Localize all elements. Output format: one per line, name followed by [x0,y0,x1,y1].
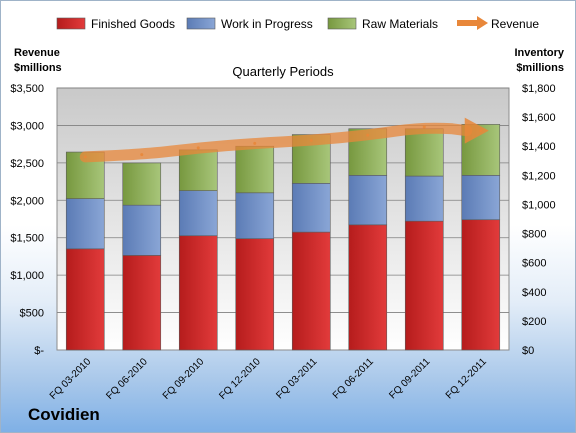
revenue-point [309,138,313,142]
x-tick-label: FQ 09-2011 [387,356,432,401]
x-tick-label: FQ 06-2010 [104,356,150,402]
bar-raw-materials [235,145,275,194]
y-tick-right: $800 [522,229,546,241]
legend-label: Work in Progress [221,17,313,31]
y-tick-left: $- [34,345,44,357]
bar-work-in-progress [178,190,218,237]
revenue-point [140,153,144,157]
y-tick-right: $1,200 [522,170,556,182]
bar-work-in-progress [404,175,444,222]
y-tick-left: $1,500 [10,233,44,245]
bar-finished-goods [235,238,275,351]
legend-arrow-head [477,16,488,30]
x-tick-label: FQ 12-2010 [217,356,263,402]
bar-work-in-progress [122,204,162,256]
bar-finished-goods [65,248,105,351]
legend-swatch-raw-materials [327,17,357,30]
y-axis-title-right: Inventory [514,47,564,59]
x-tick-label: FQ 09-2010 [161,356,207,402]
x-tick-label: FQ 03-2010 [48,356,94,402]
x-tick-label: FQ 12-2011 [444,356,489,401]
y-tick-left: $1,000 [10,270,44,282]
revenue-arrowhead [464,117,489,144]
legend-swatch-finished-goods [56,17,86,30]
y-tick-left: $500 [20,308,44,320]
bar-work-in-progress [65,198,105,250]
y-tick-right: $600 [522,258,546,270]
legend-swatch-work-in-progress [186,17,216,30]
chart-title: Quarterly Periods [232,64,334,79]
bar-work-in-progress [348,175,388,226]
y-tick-left: $2,500 [10,158,44,170]
revenue-line [79,122,473,163]
x-tick-label: FQ 06-2011 [331,356,376,401]
y-tick-right: $200 [522,316,546,328]
bar-raw-materials [178,149,218,191]
revenue-point [366,133,370,137]
y-tick-left: $3,500 [10,83,44,95]
bar-raw-materials [404,128,444,177]
y-axis-title-right: $millions [516,62,564,74]
revenue-point [196,146,200,150]
legend-label: Finished Goods [91,17,175,31]
y-tick-right: $1,600 [522,112,556,124]
y-axis-title-left: Revenue [14,47,60,59]
bar-work-in-progress [461,175,501,221]
y-tick-left: $3,000 [10,120,44,132]
bar-finished-goods [461,219,501,351]
y-tick-right: $1,800 [522,83,556,95]
bar-work-in-progress [291,183,331,233]
bar-finished-goods [291,231,331,351]
revenue-point [422,125,426,129]
legend-label: Raw Materials [362,17,438,31]
bar-finished-goods [404,220,444,351]
revenue-point [83,155,87,159]
y-tick-right: $400 [522,287,546,299]
bar-finished-goods [348,224,388,351]
legend-label: Revenue [491,17,539,31]
bar-work-in-progress [235,192,275,239]
y-tick-left: $2,000 [10,195,44,207]
revenue-point [479,129,483,133]
y-tick-right: $0 [522,345,534,357]
bar-finished-goods [122,255,162,351]
company-name: Covidien [28,405,100,424]
revenue-point [253,141,257,145]
bar-raw-materials [122,162,162,206]
y-axis-title-left: $millions [14,62,62,74]
y-tick-right: $1,000 [522,199,556,211]
y-tick-right: $1,400 [522,141,556,153]
bar-finished-goods [178,235,218,351]
x-tick-label: FQ 03-2011 [274,356,319,401]
